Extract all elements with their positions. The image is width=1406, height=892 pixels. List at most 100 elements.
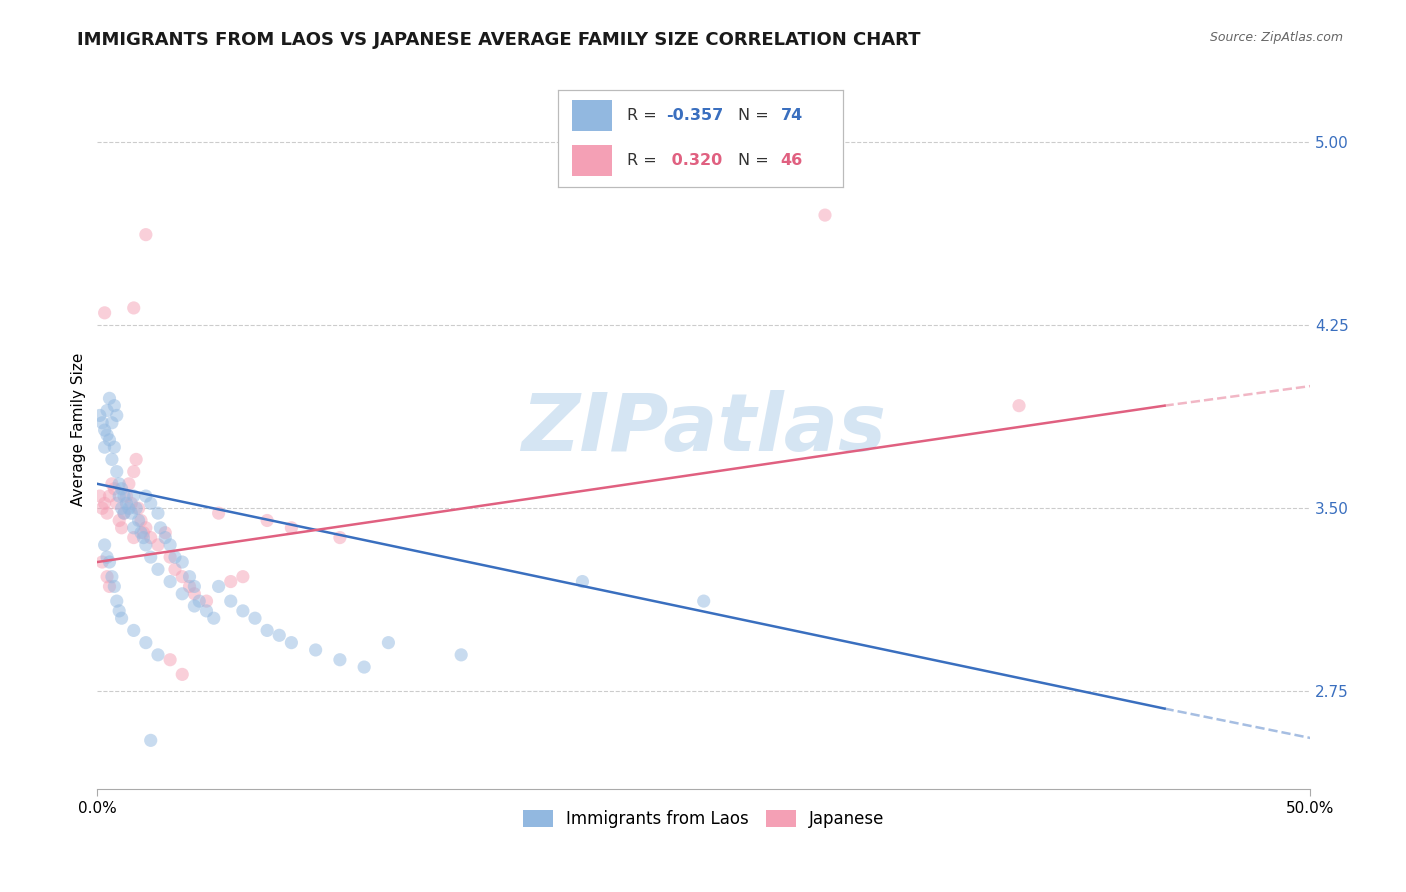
Point — [105, 594, 128, 608]
Point — [195, 604, 218, 618]
Point — [93, 423, 115, 437]
Point — [139, 550, 162, 565]
Point — [125, 501, 148, 516]
Point — [183, 579, 205, 593]
Point — [163, 550, 186, 565]
Point — [93, 538, 115, 552]
Point — [108, 514, 131, 528]
Point — [135, 521, 157, 535]
Point — [146, 506, 169, 520]
Point — [329, 531, 352, 545]
Point — [188, 594, 211, 608]
Point — [122, 531, 145, 545]
Point — [280, 521, 302, 535]
Point — [135, 489, 157, 503]
Point — [172, 667, 194, 681]
Point — [110, 482, 132, 496]
Point — [377, 635, 399, 649]
Point — [96, 569, 118, 583]
Point — [120, 496, 142, 510]
Point — [159, 653, 181, 667]
Point — [122, 301, 145, 315]
Point — [98, 433, 121, 447]
Point — [108, 604, 131, 618]
Y-axis label: Average Family Size: Average Family Size — [72, 352, 86, 506]
Point — [163, 562, 186, 576]
Point — [93, 440, 115, 454]
Legend: Immigrants from Laos, Japanese: Immigrants from Laos, Japanese — [516, 804, 891, 835]
Point — [132, 525, 155, 540]
Point — [232, 604, 254, 618]
Point — [202, 611, 225, 625]
Point — [105, 465, 128, 479]
Point — [219, 594, 242, 608]
Point — [89, 409, 111, 423]
Point — [96, 403, 118, 417]
Point — [450, 648, 472, 662]
Point — [207, 506, 229, 520]
Point — [103, 579, 125, 593]
Point — [280, 635, 302, 649]
Point — [179, 569, 201, 583]
Point — [183, 587, 205, 601]
Point — [98, 579, 121, 593]
Point — [693, 594, 716, 608]
Point — [139, 733, 162, 747]
Point — [98, 392, 121, 406]
Point — [139, 531, 162, 545]
Point — [122, 489, 145, 503]
Point — [146, 562, 169, 576]
Point — [115, 489, 138, 503]
Point — [112, 489, 135, 503]
Point — [304, 643, 326, 657]
Point — [115, 496, 138, 510]
Point — [155, 525, 177, 540]
Point — [155, 531, 177, 545]
Point — [232, 569, 254, 583]
Point — [183, 599, 205, 613]
Point — [96, 506, 118, 520]
Point — [172, 569, 194, 583]
Point — [98, 489, 121, 503]
Point — [353, 660, 375, 674]
Point — [814, 208, 837, 222]
Point — [91, 555, 114, 569]
Point — [243, 611, 266, 625]
Point — [146, 648, 169, 662]
Point — [219, 574, 242, 589]
Point — [256, 624, 278, 638]
Point — [101, 452, 124, 467]
Point — [122, 465, 145, 479]
Point — [112, 506, 135, 520]
Point — [146, 538, 169, 552]
Point — [108, 489, 131, 503]
Point — [159, 574, 181, 589]
Point — [135, 227, 157, 242]
Point — [159, 550, 181, 565]
Point — [129, 514, 152, 528]
Point — [149, 521, 172, 535]
Point — [98, 555, 121, 569]
Text: ZIPatlas: ZIPatlas — [522, 390, 886, 468]
Point — [105, 496, 128, 510]
Point — [195, 594, 218, 608]
Point — [105, 409, 128, 423]
Point — [101, 416, 124, 430]
Point — [91, 501, 114, 516]
Text: IMMIGRANTS FROM LAOS VS JAPANESE AVERAGE FAMILY SIZE CORRELATION CHART: IMMIGRANTS FROM LAOS VS JAPANESE AVERAGE… — [77, 31, 921, 49]
Point — [135, 635, 157, 649]
Point — [128, 501, 150, 516]
Point — [93, 306, 115, 320]
Point — [159, 538, 181, 552]
Point — [269, 628, 291, 642]
Point — [329, 653, 352, 667]
Point — [128, 514, 150, 528]
Point — [103, 440, 125, 454]
Point — [132, 531, 155, 545]
Text: Source: ZipAtlas.com: Source: ZipAtlas.com — [1209, 31, 1343, 45]
Point — [91, 416, 114, 430]
Point — [125, 452, 148, 467]
Point — [110, 521, 132, 535]
Point — [101, 476, 124, 491]
Point — [110, 611, 132, 625]
